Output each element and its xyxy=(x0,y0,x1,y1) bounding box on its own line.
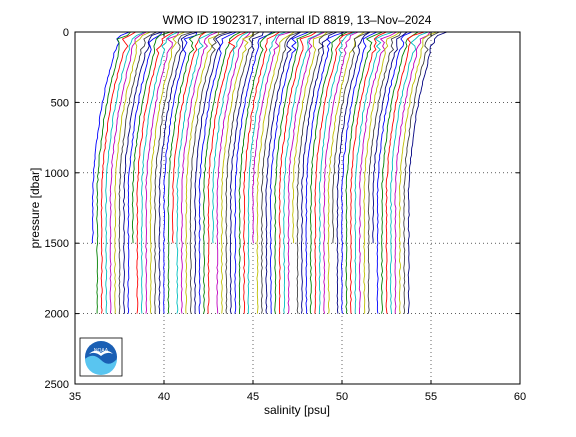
salinity-profile-line xyxy=(403,31,440,314)
salinity-profile-line xyxy=(363,31,401,314)
salinity-profile-line xyxy=(216,31,251,314)
x-tick-label: 45 xyxy=(247,391,259,403)
salinity-profile-line xyxy=(176,31,214,314)
salinity-profile-line xyxy=(131,31,171,244)
salinity-profile-line xyxy=(136,31,175,314)
x-axis-label: salinity [psu] xyxy=(264,403,330,417)
salinity-profile-line xyxy=(225,31,260,314)
salinity-profile-line xyxy=(376,31,413,314)
salinity-profile-line xyxy=(309,31,348,314)
salinity-profile-line xyxy=(327,31,365,314)
y-tick-label: 1500 xyxy=(45,238,69,250)
salinity-profile-line xyxy=(109,31,147,314)
salinity-profile-line xyxy=(243,31,280,314)
salinity-profile-line xyxy=(163,31,198,314)
salinity-profile-line xyxy=(180,31,219,314)
y-tick-label: 2000 xyxy=(45,309,69,321)
salinity-profile-line xyxy=(100,31,136,314)
x-tick-label: 55 xyxy=(425,391,437,403)
salinity-profile-line xyxy=(118,31,157,314)
salinity-profile-line xyxy=(260,31,301,314)
salinity-profile-line xyxy=(283,31,323,314)
chart-title: WMO ID 1902317, internal ID 8819, 13–Nov… xyxy=(163,13,432,27)
salinity-profile-line xyxy=(212,31,250,244)
y-tick-label: 2500 xyxy=(45,379,69,391)
salinity-profile-line xyxy=(234,31,273,314)
salinity-profile-line xyxy=(122,31,162,314)
salinity-profile-line xyxy=(229,31,264,314)
salinity-profile-line xyxy=(105,31,145,314)
salinity-profile-line xyxy=(198,31,237,314)
salinity-profile-line xyxy=(256,31,295,314)
salinity-profile-line xyxy=(389,31,429,314)
salinity-profile-line xyxy=(149,31,186,314)
salinity-profile-line xyxy=(220,31,255,314)
salinity-profile-line xyxy=(278,31,317,314)
salinity-profile-line xyxy=(96,31,131,314)
salinity-profile-line xyxy=(385,31,425,314)
salinity-profile-line xyxy=(381,31,419,314)
x-tick-label: 50 xyxy=(336,391,348,403)
y-axis-label: pressure [dbar] xyxy=(28,168,42,249)
salinity-profile-line xyxy=(349,31,387,314)
noaa-logo-wave xyxy=(85,355,117,375)
salinity-profile-line xyxy=(367,31,402,314)
salinity-profile-line xyxy=(314,31,354,314)
salinity-profile-line xyxy=(203,31,242,314)
salinity-profile-line xyxy=(265,31,302,314)
y-tick-label: 0 xyxy=(63,27,69,39)
salinity-profile-line xyxy=(296,31,334,314)
salinity-profile-line xyxy=(185,31,220,314)
salinity-profile-line xyxy=(247,31,287,314)
y-tick-label: 500 xyxy=(51,97,69,109)
salinity-profile-line xyxy=(114,31,151,314)
salinity-profile-line xyxy=(91,31,130,244)
salinity-profile-line xyxy=(252,31,292,244)
salinity-profile-line xyxy=(407,31,448,314)
noaa-logo-text: NOAA xyxy=(94,348,109,354)
noaa-logo-gull xyxy=(89,350,113,356)
salinity-profile-line xyxy=(171,31,207,244)
salinity-profile-line xyxy=(305,31,345,314)
axis-ticks: 35 40 45 50 55 60 0 500 1000 1500 2000 2500 xyxy=(45,27,527,403)
salinity-profile-line xyxy=(332,31,371,244)
salinity-profile-line xyxy=(140,31,179,314)
salinity-profile-line xyxy=(341,31,378,314)
salinity-profile-line xyxy=(158,31,198,314)
profiles xyxy=(91,31,448,314)
salinity-profile-line xyxy=(194,31,234,314)
salinity-profile-line xyxy=(287,31,325,314)
salinity-profile-line xyxy=(207,31,247,314)
y-tick-label: 1000 xyxy=(45,168,69,180)
plot-frame xyxy=(74,31,521,385)
x-tick-label: 40 xyxy=(158,391,170,403)
salinity-profile-line xyxy=(238,31,277,314)
salinity-profile-line xyxy=(345,31,383,314)
salinity-profile-line xyxy=(336,31,371,314)
salinity-profile-line xyxy=(398,31,437,314)
salinity-profile-line xyxy=(127,31,163,314)
x-tick-label: 60 xyxy=(514,391,526,403)
salinity-profile-line xyxy=(167,31,208,314)
salinity-profile-line xyxy=(372,31,408,244)
salinity-profile-line xyxy=(274,31,314,314)
noaa-logo: NOAA xyxy=(79,337,123,377)
salinity-profile-line xyxy=(354,31,394,314)
x-tick-label: 35 xyxy=(69,391,81,403)
salinity-profile-line xyxy=(269,31,309,314)
salinity-profile-line xyxy=(154,31,194,314)
salinity-profile-line xyxy=(323,31,359,314)
salinity-profile-line xyxy=(318,31,356,314)
salinity-profile-line xyxy=(292,31,328,244)
salinity-profile-line xyxy=(145,31,180,314)
salinity-profile-line xyxy=(358,31,397,314)
salinity-profile-line xyxy=(189,31,228,314)
salinity-profile-line xyxy=(394,31,431,314)
salinity-profile-line xyxy=(300,31,338,314)
